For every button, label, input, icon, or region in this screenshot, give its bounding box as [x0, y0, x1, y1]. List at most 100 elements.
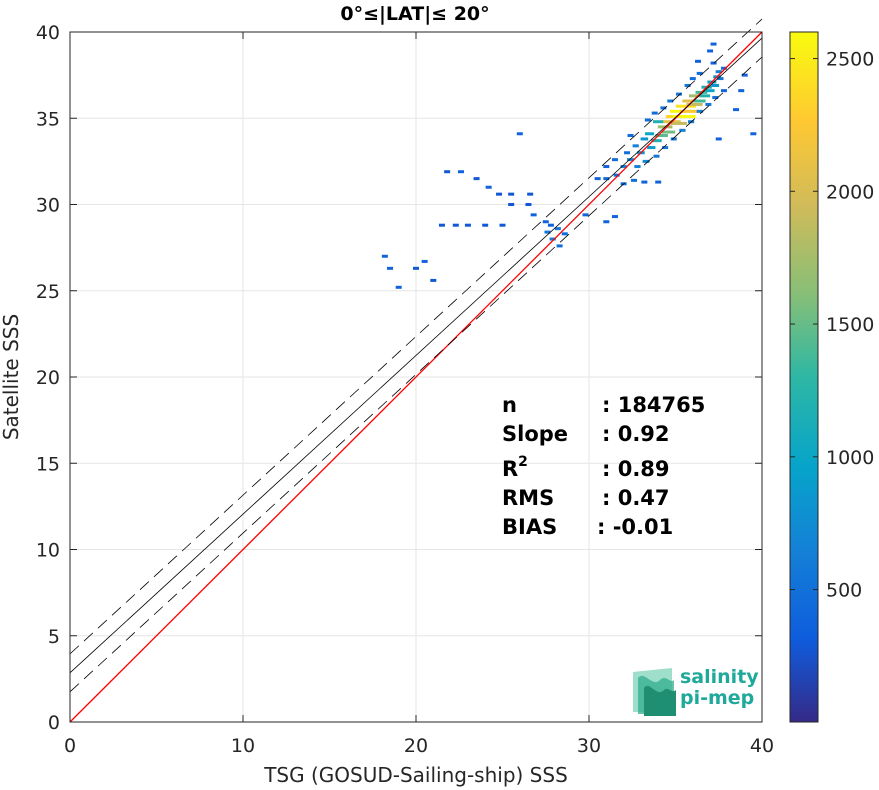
stat-slope-value: : 0.92 [602, 422, 670, 446]
x-tick-label: 40 [750, 735, 774, 757]
y-tick-label: 40 [36, 22, 60, 44]
density-cell [679, 109, 699, 113]
density-cell [738, 89, 745, 93]
logo-line1: salinity [680, 666, 759, 688]
x-ticks: 0 10 20 30 40 [64, 32, 774, 757]
density-cell [499, 223, 506, 227]
density-cell [675, 92, 682, 96]
chart-title: 0°≤|LAT|≤ 20° [340, 3, 489, 25]
density-cell [651, 111, 658, 115]
density-cell [381, 254, 388, 258]
density-cell [653, 120, 664, 124]
density-cell [561, 232, 568, 236]
density-cell [694, 59, 701, 63]
colorbar-ticks: 500 1000 1500 2000 2500 [790, 49, 874, 602]
density-cell [496, 192, 503, 196]
density-cell [542, 220, 549, 224]
density-cell [672, 115, 696, 119]
density-cell [473, 177, 480, 181]
density-cell [611, 215, 618, 219]
x-tick-label: 10 [231, 735, 255, 757]
x-tick-label: 20 [404, 735, 428, 757]
density-cell [556, 244, 563, 248]
y-tick-label: 25 [36, 281, 60, 303]
stat-rms-label: RMS [502, 486, 554, 510]
density-cell [688, 94, 704, 98]
density-cell [430, 278, 437, 282]
density-cell [720, 89, 727, 93]
density-cell [630, 178, 637, 182]
density-cell [645, 132, 655, 136]
density-cell [675, 104, 696, 108]
density-cell [582, 213, 589, 217]
density-cell [710, 42, 717, 46]
density-cell [516, 132, 523, 136]
density-cell [686, 102, 703, 106]
density-cell [712, 96, 719, 100]
stat-bias-label: BIAS [502, 515, 557, 539]
stats-block: n : 184765 Slope : 0.92 R2 : 0.89 RMS : … [502, 393, 705, 539]
logo-waves-icon [633, 668, 676, 716]
density-cell [651, 139, 662, 143]
density-cell [670, 137, 677, 141]
density-cell [660, 106, 667, 110]
density-cell [641, 180, 648, 184]
density-cell [547, 223, 554, 227]
regression-lower-line [69, 56, 763, 693]
density-cell [715, 137, 722, 141]
density-cell [750, 132, 757, 136]
density-cell [717, 77, 724, 81]
density-cell [613, 173, 620, 177]
stat-slope-label: Slope [502, 422, 568, 446]
density-cell [508, 192, 515, 196]
density-cell [395, 285, 402, 289]
density-cell [603, 220, 610, 224]
y-axis-label: Satellite SSS [0, 314, 23, 440]
density-cell [720, 66, 727, 70]
density-cell [733, 108, 740, 112]
stat-r2-value: : 0.89 [602, 457, 670, 481]
density-cell [682, 99, 700, 103]
y-ticks: 0 5 10 15 20 25 30 35 40 [36, 22, 762, 734]
density-cell [710, 61, 717, 65]
density-cell [544, 230, 551, 234]
salinity-pimep-logo: salinity pi-mep [633, 666, 759, 716]
stat-bias-value: : -0.01 [597, 515, 673, 539]
plot-area: 0 10 20 30 40 0 5 10 15 20 25 30 35 40 [36, 18, 774, 757]
y-tick-label: 20 [36, 367, 60, 389]
density-cell [647, 146, 656, 150]
density-cell [670, 121, 687, 125]
y-tick-label: 5 [48, 626, 60, 648]
density-cell [594, 177, 601, 181]
stat-r2-superscript: 2 [518, 454, 528, 470]
colorbar-tick-label: 2000 [826, 181, 874, 203]
density-cell [640, 137, 649, 141]
stat-n-value: : 184765 [602, 393, 705, 417]
density-cell [527, 192, 534, 196]
density-cell [655, 134, 668, 137]
y-tick-label: 30 [36, 195, 60, 217]
colorbar-tick-label: 1000 [826, 447, 874, 469]
density-cell [655, 180, 662, 184]
y-tick-label: 35 [36, 108, 60, 130]
stat-n-label: n [502, 393, 517, 417]
density-cell [482, 223, 489, 227]
density-cell [711, 83, 720, 87]
density-cell [661, 130, 676, 134]
density-cell [464, 223, 471, 227]
colorbar: 500 1000 1500 2000 2500 [789, 31, 874, 723]
density-cell [632, 144, 639, 148]
colorbar-tick-label: 1500 [826, 314, 874, 336]
density-cell [525, 203, 532, 206]
density-cell [508, 203, 515, 206]
y-tick-label: 0 [48, 712, 60, 734]
density-cell [741, 73, 748, 77]
regression-lines [69, 18, 763, 723]
density-cell [457, 170, 464, 174]
density-cell [387, 266, 394, 270]
y-tick-label: 15 [36, 453, 60, 475]
colorbar-gradient [789, 31, 819, 723]
density-cell [707, 49, 714, 53]
y-tick-label: 10 [36, 540, 60, 562]
